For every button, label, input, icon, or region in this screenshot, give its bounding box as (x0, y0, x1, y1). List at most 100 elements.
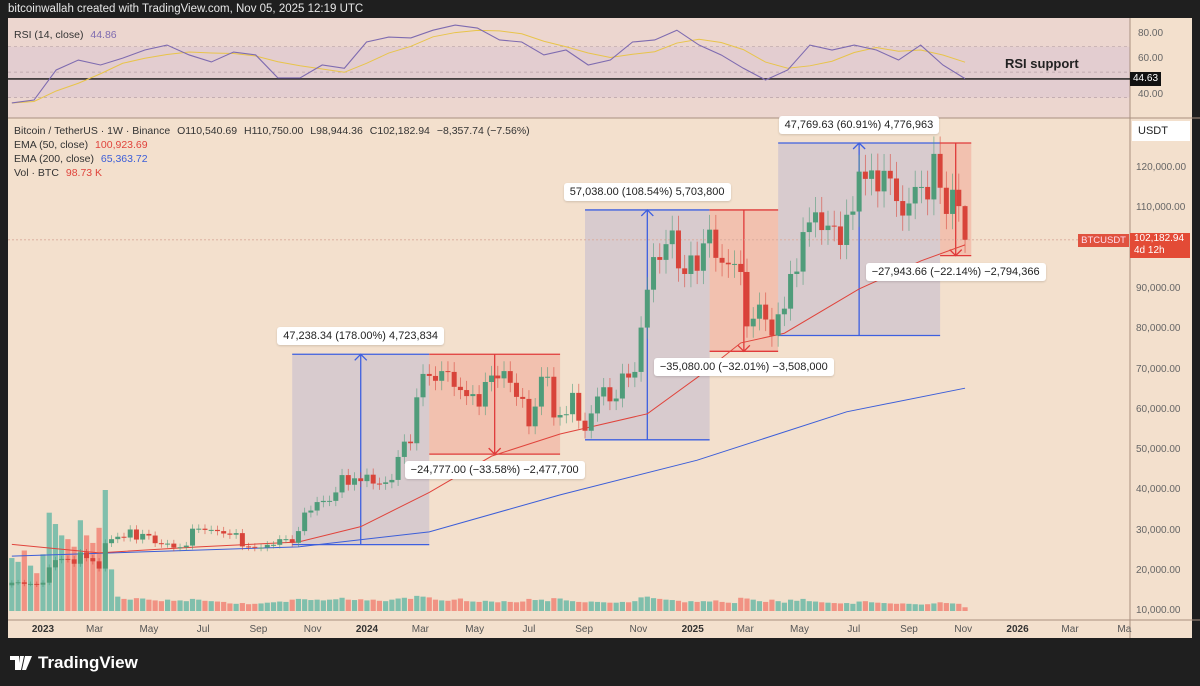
symbol-name[interactable]: Bitcoin / TetherUS · 1W · Binance (14, 125, 171, 137)
candle-body (345, 475, 351, 485)
measure-label[interactable]: −35,080.00 (−32.01%) −3,508,000 (653, 358, 834, 377)
candle-body (794, 271, 800, 274)
volume-bar (756, 601, 763, 611)
volume-bar (812, 601, 819, 611)
candle-body (77, 552, 83, 564)
volume-bar (781, 602, 787, 611)
volume-bar (607, 602, 613, 611)
measure-label[interactable]: 47,769.63 (60.91%) 4,776,963 (778, 116, 940, 134)
rsi-line (11, 24, 966, 104)
candle-body (962, 206, 968, 240)
volume-value: 98.73 K (65, 167, 103, 179)
currency-selector[interactable]: USDT (1132, 121, 1190, 141)
chart-panel[interactable] (8, 18, 1192, 638)
candle-body (912, 186, 918, 204)
candle-body (289, 539, 295, 543)
measure-label[interactable]: 57,038.00 (108.54%) 5,703,800 (563, 182, 731, 201)
candle-body (601, 387, 607, 397)
ohlc-low: L98,944.36 (310, 125, 363, 137)
volume-bar (594, 601, 601, 611)
candle-body (9, 582, 15, 586)
volume-bar (71, 546, 77, 611)
ema50-legend[interactable]: EMA (50, close) 100,923.69 (14, 139, 148, 151)
rsi-tick-label: 80.00 (1138, 28, 1164, 39)
volume-bar (806, 601, 812, 611)
candle-body (675, 230, 681, 269)
candle-body (121, 536, 127, 538)
volume-bar (395, 598, 401, 611)
candle-body (545, 376, 551, 378)
volume-bar (769, 599, 775, 611)
volume-bar (208, 601, 214, 611)
time-tick-label: Ma (1117, 624, 1132, 635)
volume-bar (937, 602, 943, 611)
candle-body (576, 392, 582, 421)
candle-body (644, 289, 650, 328)
volume-bar (115, 596, 121, 611)
ema200-legend[interactable]: EMA (200, close) 65,363.72 (14, 153, 148, 165)
candle-body (613, 398, 619, 402)
candle-body (196, 528, 202, 530)
time-tick-label: May (139, 624, 159, 635)
candle-body (651, 257, 657, 290)
candle-body (408, 441, 414, 444)
candle-body (457, 386, 463, 391)
candle-body (513, 382, 519, 397)
candle-body (152, 535, 158, 544)
time-tick-label: Mar (85, 624, 104, 635)
time-tick-label: Nov (629, 624, 648, 635)
candle-body (713, 229, 719, 258)
candle-body (937, 153, 943, 188)
candle-body (526, 398, 532, 427)
candle-body (109, 539, 115, 544)
volume-bar (507, 601, 513, 611)
volume-bar (464, 601, 470, 611)
volume-bar (844, 603, 850, 611)
candle-body (183, 545, 189, 548)
volume-bar (302, 599, 308, 611)
volume-bar (794, 600, 800, 611)
bar-countdown: 4d 12h (1134, 245, 1165, 256)
candle-body (669, 230, 675, 245)
measure-label[interactable]: −24,777.00 (−33.58%) −2,477,700 (404, 461, 585, 480)
volume-bar (538, 599, 544, 611)
candle-body (950, 189, 956, 214)
volume-bar (264, 602, 270, 611)
volume-bar (912, 604, 918, 611)
candle-body (931, 153, 937, 200)
measure-label[interactable]: −27,943.66 (−22.14%) −2,794,366 (865, 262, 1046, 281)
candle-body (943, 187, 949, 214)
tradingview-logo[interactable]: TradingView (10, 653, 138, 673)
volume-bar (457, 598, 464, 611)
candle-body (364, 474, 370, 482)
volume-bar (345, 599, 351, 611)
candle-body (271, 544, 277, 546)
candle-body (352, 478, 357, 485)
time-tick-label: 2026 (1006, 624, 1029, 635)
candle-body (501, 371, 507, 379)
measure-label[interactable]: 47,238.34 (178.00%) 4,723,834 (277, 327, 444, 346)
candle-body (738, 263, 744, 272)
volume-bar (545, 601, 551, 611)
candle-body (370, 474, 376, 484)
volume-bar (270, 602, 277, 611)
candle-body (557, 415, 563, 418)
arrow-down-icon (737, 344, 751, 353)
candle-body (439, 371, 445, 381)
candle-body (464, 390, 470, 397)
volume-bar (177, 600, 183, 611)
candle-body (819, 212, 825, 231)
volume-bar (476, 601, 482, 611)
volume-bar (15, 561, 21, 611)
candle-body (619, 373, 625, 399)
volume-bar (576, 601, 582, 611)
candle-body (700, 243, 706, 271)
candle-body (233, 533, 239, 535)
candle-body (133, 529, 139, 540)
volume-bar (513, 602, 520, 611)
volume-bar (65, 539, 71, 611)
volume-legend[interactable]: Vol · BTC 98.73 K (14, 167, 102, 179)
candle-body (894, 178, 900, 202)
volume-bar (351, 600, 358, 611)
